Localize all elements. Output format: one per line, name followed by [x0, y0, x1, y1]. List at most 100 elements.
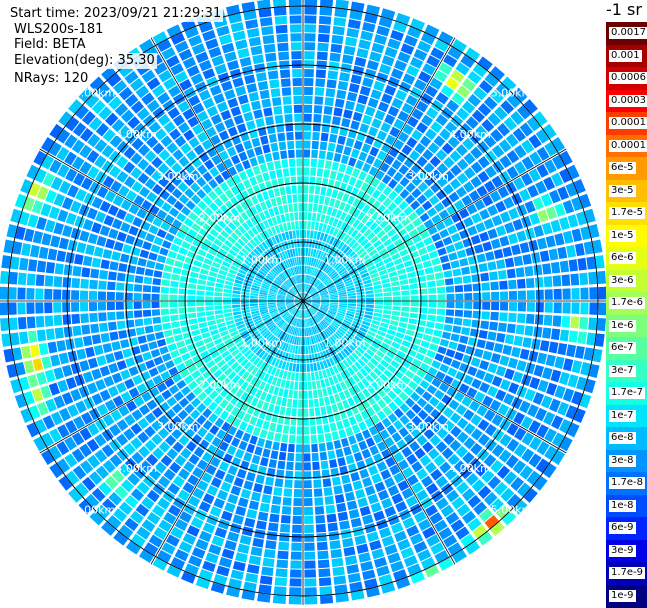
ppi-gate-cell	[431, 214, 441, 224]
ppi-gate-cell	[540, 340, 550, 352]
ppi-gate-cell	[33, 358, 43, 371]
ppi-gate-cell	[560, 261, 569, 273]
ppi-gate-cell	[249, 555, 261, 565]
ppi-gate-cell	[215, 288, 223, 293]
ppi-gate-cell	[171, 274, 180, 281]
elevation-label: Elevation(deg): 35.30	[12, 53, 157, 69]
ppi-gate-cell	[400, 279, 409, 285]
ppi-gate-cell	[434, 240, 444, 249]
range-ring-label: 3.00km	[407, 420, 449, 433]
ppi-gate-cell	[369, 445, 379, 455]
ppi-gate-cell	[249, 435, 257, 445]
ppi-gate-cell	[516, 325, 525, 335]
ppi-gate-cell	[445, 317, 454, 324]
ppi-gate-cell	[344, 46, 356, 56]
ppi-gate-cell	[232, 514, 243, 524]
ppi-gate-cell	[442, 263, 451, 271]
ppi-gate-cell	[330, 423, 337, 432]
ppi-gate-cell	[160, 371, 170, 381]
ppi-gate-cell	[309, 355, 312, 363]
ppi-gate-cell	[275, 478, 284, 487]
ppi-gate-cell	[577, 258, 586, 271]
ppi-gate-cell	[369, 540, 381, 551]
ppi-gate-cell	[227, 60, 239, 71]
ppi-gate-cell	[332, 567, 344, 576]
ppi-gate-cell	[288, 204, 293, 212]
ppi-gate-cell	[459, 258, 468, 267]
ppi-gate-cell	[307, 230, 310, 238]
ppi-gate-cell	[366, 298, 374, 301]
ppi-gate-cell	[562, 316, 571, 328]
ppi-gate-cell	[292, 399, 297, 407]
ppi-gate-cell	[464, 302, 472, 309]
ppi-gate-cell	[505, 334, 514, 344]
ppi-gate-cell	[365, 290, 373, 294]
ppi-gate-cell	[235, 449, 244, 459]
ppi-gate-cell	[274, 586, 287, 595]
ppi-gate-cell	[373, 433, 383, 443]
ppi-gate-cell	[21, 346, 31, 359]
ppi-gate-cell	[517, 313, 526, 323]
range-ring-label: 1.00km	[240, 337, 282, 350]
ppi-gate-cell	[53, 367, 64, 379]
ppi-gate-cell	[366, 301, 374, 304]
ppi-gate-cell	[589, 303, 597, 315]
ppi-gate-cell	[296, 364, 299, 372]
ppi-gate-cell	[518, 302, 526, 311]
ppi-gate-cell	[62, 290, 70, 300]
ppi-gate-cell	[142, 352, 152, 361]
ppi-gate-cell	[169, 302, 177, 308]
ppi-gate-cell	[232, 290, 240, 294]
ppi-gate-cell	[260, 429, 268, 438]
ppi-gate-cell	[19, 258, 28, 271]
ppi-gate-cell	[289, 6, 301, 14]
ppi-gate-cell	[345, 427, 353, 436]
ppi-gate-cell	[316, 60, 327, 69]
ppi-gate-cell	[240, 535, 252, 545]
ppi-gate-cell	[173, 237, 183, 246]
ppi-gate-cell	[575, 346, 585, 359]
ppi-gate-cell	[257, 593, 270, 603]
ppi-gate-cell	[270, 450, 278, 459]
ppi-gate-cell	[305, 0, 318, 6]
ppi-gate-cell	[345, 166, 353, 175]
ppi-gate-cell	[149, 225, 159, 235]
ppi-gate-cell	[383, 288, 391, 293]
ppi-gate-cell	[0, 318, 9, 331]
ppi-gate-cell	[146, 333, 155, 341]
ppi-gate-cell	[479, 263, 488, 272]
ppi-gate-cell	[348, 301, 356, 303]
ppi-gate-cell	[196, 290, 204, 295]
ppi-gate-cell	[259, 299, 267, 301]
ppi-gate-cell	[274, 405, 280, 414]
ppi-gate-cell	[170, 244, 180, 252]
ppi-gate-cell	[138, 335, 147, 344]
ppi-gate-cell	[152, 375, 162, 385]
ppi-gate-cell	[392, 306, 400, 311]
ppi-gate-cell	[157, 229, 167, 238]
ppi-plot: 1.00km2.00km3.00km4.00km5.00km1.00km2.00…	[0, 0, 606, 607]
ppi-gate-cell	[269, 459, 277, 468]
ppi-gate-cell	[520, 349, 530, 360]
ppi-gate-cell	[446, 294, 454, 300]
ppi-gate-cell	[338, 81, 348, 90]
ppi-gate-cell	[371, 89, 382, 100]
ppi-gate-cell	[500, 302, 508, 311]
ppi-gate-cell	[294, 480, 302, 488]
ppi-gate-cell	[241, 304, 249, 307]
ppi-gate-cell	[374, 285, 382, 290]
ppi-gate-cell	[215, 310, 223, 315]
ppi-gate-cell	[235, 163, 244, 173]
ppi-gate-cell	[304, 516, 313, 524]
ppi-gate-cell	[260, 163, 268, 172]
ppi-gate-cell	[108, 363, 118, 374]
ppi-gate-cell	[371, 473, 381, 483]
ppi-gate-cell	[437, 346, 447, 354]
ppi-gate-cell	[511, 347, 521, 358]
ppi-gate-cell	[328, 143, 336, 152]
ppi-gate-cell	[343, 109, 353, 119]
ppi-gate-cell	[117, 273, 126, 282]
ppi-gate-cell	[448, 341, 457, 350]
ppi-gate-cell	[324, 197, 330, 206]
ppi-gate-cell	[439, 229, 449, 238]
